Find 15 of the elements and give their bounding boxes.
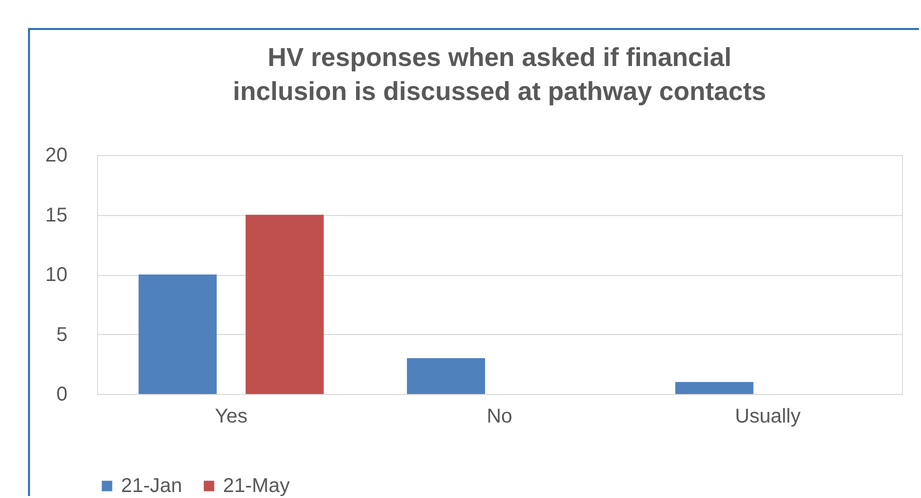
y-tick-label: 5 [56,324,68,346]
bar [406,358,486,394]
y-tick-label: 0 [56,384,68,406]
bar [246,214,324,394]
x-tick-label: No [486,406,512,428]
y-tick-label: 15 [45,204,68,226]
x-tick-label: Yes [214,406,248,428]
bar [138,274,217,394]
y-tick-label: 10 [45,264,68,286]
chart-title: HV responses when asked if financial inclusion is discussed at pathway contacts [232,42,766,106]
x-tick-label: Usually [735,406,801,428]
legend-label: 21-May [223,475,290,497]
y-tick-label: 20 [45,144,68,166]
bar [675,382,754,394]
legend-label: 21-Jan [121,475,182,497]
